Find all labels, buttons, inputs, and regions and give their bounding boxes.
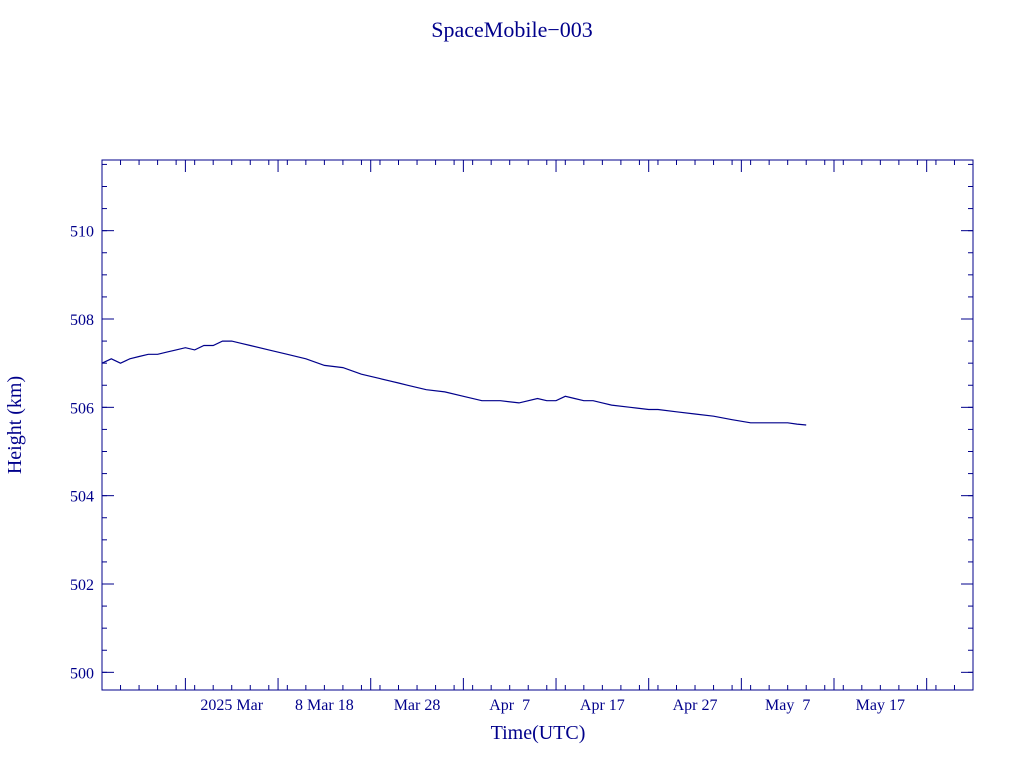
- x-tick-label: May 17: [856, 697, 905, 714]
- plot-frame: [101, 159, 974, 691]
- y-axis-label: Height (km): [4, 376, 26, 474]
- x-tick-label: 8 Mar 18: [295, 697, 354, 714]
- x-tick-label: 2025 Mar: [200, 697, 263, 714]
- x-tick-label: May 7: [765, 697, 810, 714]
- x-tick-label: Apr 17: [580, 697, 625, 714]
- tick-labels: 500 502 504 506 508 510 2025 Mar 8 Mar 18 Mar 28…: [70, 224, 905, 714]
- y-tick-label: 502: [70, 577, 94, 594]
- x-tick-label: Mar 28: [394, 697, 441, 714]
- y-tick-label: 504: [70, 489, 94, 506]
- axis-ticks: [101, 160, 974, 690]
- x-tick-label: Apr 27: [673, 697, 718, 714]
- chart-title: SpaceMobile−003: [431, 17, 593, 42]
- y-tick-label: 508: [70, 312, 94, 329]
- y-tick-label: 500: [70, 665, 94, 682]
- y-tick-label: 510: [70, 224, 94, 241]
- series-line: [101, 340, 807, 426]
- y-tick-label: 506: [70, 400, 94, 417]
- x-axis-label: Time(UTC): [491, 722, 586, 744]
- x-tick-label: Apr 7: [489, 697, 530, 714]
